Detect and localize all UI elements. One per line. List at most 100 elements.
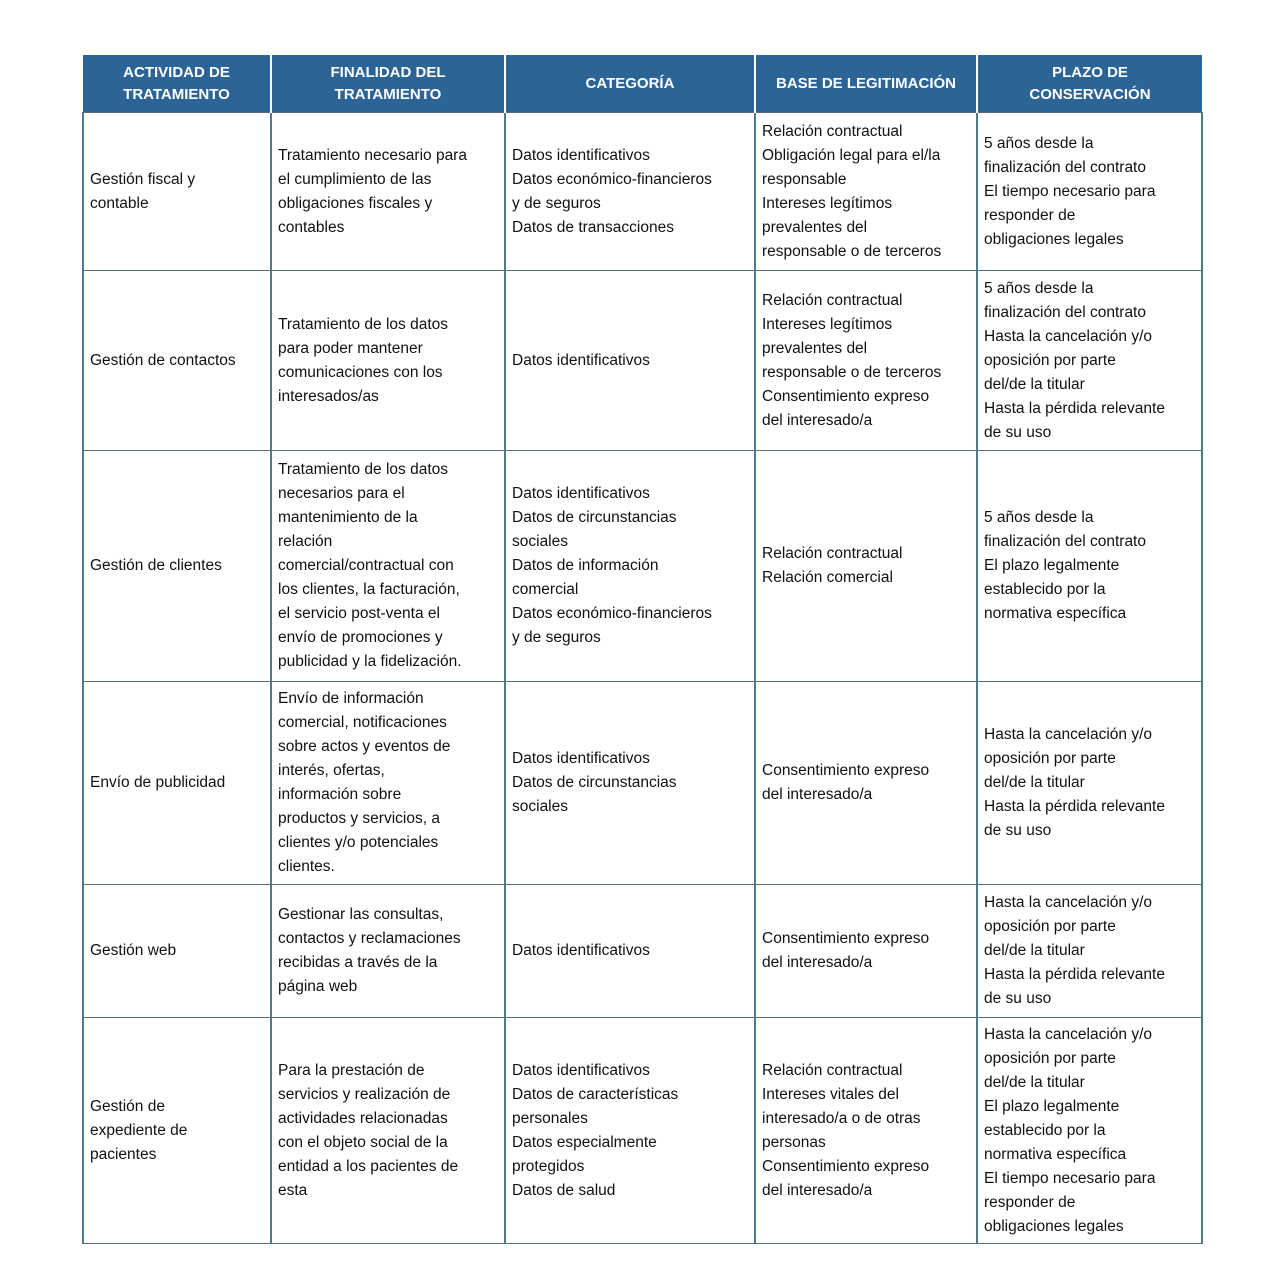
cell-line: Datos económico-financieros [512, 605, 712, 622]
cell-line: del/de la titular [984, 774, 1085, 791]
cell-category: Datos identificativos Datos de caracterís… [504, 1017, 756, 1244]
cell-line: los clientes, la facturación, [278, 581, 460, 598]
cell-line: personas [762, 1133, 826, 1151]
cell-purpose: Gestionar las consultas, contactos y recl… [270, 884, 506, 1018]
header-line: PLAZO DE [1052, 63, 1128, 81]
table-row: Gestión de expediente de pacientes Para la … [82, 1017, 1203, 1244]
cell-line: Tratamiento de los datos [278, 461, 449, 478]
cell-retention-period: 5 años desde la finalización del contrato… [976, 450, 1203, 682]
cell-purpose: Tratamiento de los datos para poder mante… [270, 270, 506, 451]
cell-line: para poder mantener [278, 339, 423, 357]
header-category: CATEGORÍA [504, 55, 756, 113]
cell-activity: Gestión de contactos [82, 270, 272, 451]
cell-line: finalización del contrato [984, 303, 1146, 321]
cell-line: y de seguros [512, 194, 601, 212]
cell-line: Intereses legítimos [762, 315, 893, 333]
cell-legal-basis: Relación contractual Obligación legal par… [754, 112, 978, 271]
cell-line: Datos identificativos [512, 485, 650, 502]
cell-category: Datos identificativos [504, 270, 756, 451]
cell-line: Datos de salud [512, 1181, 616, 1199]
cell-line: comercial, notificaciones [278, 714, 447, 731]
cell-category: Datos identificativos Datos de circunstan… [504, 681, 756, 885]
cell-line: esta [278, 1181, 308, 1199]
cell-line: del/de la titular [984, 375, 1085, 393]
header-line: CONSERVACIÓN [1029, 85, 1151, 103]
cell-line: sociales [512, 533, 568, 550]
cell-category: Datos identificativos Datos de circunstan… [504, 450, 756, 682]
cell-line: expediente de [90, 1121, 188, 1139]
cell-line: productos y servicios, a [278, 810, 440, 827]
cell-line: recibidas a través de la [278, 954, 438, 971]
cell-retention-period: Hasta la cancelación y/o oposición por pa… [976, 1017, 1203, 1244]
cell-line: Gestión web [90, 942, 177, 959]
cell-line: pacientes [90, 1145, 157, 1163]
table-row: Gestión de contactos Tratamiento de los d… [82, 270, 1203, 451]
header-row: ACTIVIDAD DE TRATAMIENTO FINALIDAD DEL TRAT… [83, 55, 1202, 113]
cell-legal-basis: Relación contractual Intereses legítimos p… [754, 270, 978, 451]
cell-line: finalización del contrato [984, 533, 1146, 550]
cell-line: responsable o de terceros [762, 242, 942, 260]
cell-category: Datos identificativos [504, 884, 756, 1018]
cell-line: de su uso [984, 822, 1052, 839]
cell-line: Relación contractual [762, 1061, 903, 1079]
cell-line: Hasta la cancelación y/o [984, 726, 1153, 743]
cell-line: El tiempo necesario para [984, 182, 1156, 200]
cell-line: con el objeto social de la [278, 1133, 448, 1151]
cell-line: del/de la titular [984, 942, 1085, 959]
cell-line: normativa específica [984, 1145, 1127, 1163]
header-line: ACTIVIDAD DE [123, 63, 230, 81]
cell-line: interés, ofertas, [278, 762, 385, 779]
cell-line: oposición por parte [984, 750, 1116, 767]
cell-line: El plazo legalmente [984, 557, 1120, 574]
cell-line: página web [278, 978, 358, 995]
cell-line: normativa específica [984, 605, 1127, 622]
cell-line: entidad a los pacientes de [278, 1157, 459, 1175]
cell-legal-basis: Relación contractual Intereses vitales de… [754, 1017, 978, 1244]
cell-line: relación [278, 533, 333, 550]
cell-retention-period: 5 años desde la finalización del contrato… [976, 270, 1203, 451]
cell-line: interesados/as [278, 387, 379, 405]
cell-legal-basis: Consentimiento expreso del interesado/a [754, 884, 978, 1018]
header-activity: ACTIVIDAD DE TRATAMIENTO [83, 55, 272, 113]
cell-line: Hasta la pérdida relevante [984, 798, 1165, 815]
cell-line: envío de promociones y [278, 629, 443, 646]
cell-line: finalización del contrato [984, 158, 1146, 176]
cell-line: del interesado/a [762, 411, 873, 429]
cell-line: mantenimiento de la [278, 509, 418, 526]
cell-line: del interesado/a [762, 786, 873, 803]
cell-line: comercial [512, 581, 579, 598]
cell-line: establecido por la [984, 1121, 1106, 1139]
table-row: Gestión de clientes Tratamiento de los da… [82, 450, 1203, 682]
cell-line: necesarios para el [278, 485, 405, 502]
cell-line: Consentimiento expreso [762, 387, 930, 405]
cell-activity: Gestión de expediente de pacientes [82, 1017, 272, 1244]
cell-activity: Envío de publicidad [82, 681, 272, 885]
cell-line: Datos de transacciones [512, 218, 674, 236]
cell-line: obligaciones legales [984, 230, 1124, 248]
table-row: Envío de publicidad Envío de información c… [82, 681, 1203, 885]
cell-line: Gestión fiscal y [90, 170, 196, 188]
cell-line: Datos identificativos [512, 146, 650, 164]
cell-line: Datos especialmente [512, 1133, 657, 1151]
cell-line: Hasta la cancelación y/o [984, 327, 1153, 345]
cell-line: Datos de información [512, 557, 659, 574]
cell-line: Intereses vitales del [762, 1085, 899, 1103]
cell-line: Datos identificativos [512, 351, 650, 369]
cell-line: Datos identificativos [512, 1061, 650, 1079]
cell-line: Gestión de contactos [90, 351, 236, 369]
header-line: BASE DE LEGITIMACIÓN [775, 74, 956, 92]
data-treatment-table: ACTIVIDAD DE TRATAMIENTO FINALIDAD DEL TRAT… [82, 55, 1203, 1244]
header-line: TRATAMIENTO [123, 85, 230, 103]
cell-line: Obligación legal para el/la [762, 146, 941, 164]
cell-line: responsable [762, 170, 847, 188]
cell-line: Consentimiento expreso [762, 1157, 930, 1175]
cell-line: establecido por la [984, 581, 1106, 598]
cell-line: El tiempo necesario para [984, 1169, 1156, 1187]
cell-retention-period: Hasta la cancelación y/o oposición por pa… [976, 681, 1203, 885]
cell-line: del interesado/a [762, 1181, 873, 1199]
cell-line: interesado/a o de otras [762, 1109, 921, 1127]
cell-line: obligaciones fiscales y [278, 194, 433, 212]
cell-line: oposición por parte [984, 1049, 1116, 1067]
cell-line: publicidad y la fidelización. [278, 653, 462, 670]
cell-line: oposición por parte [984, 918, 1116, 935]
